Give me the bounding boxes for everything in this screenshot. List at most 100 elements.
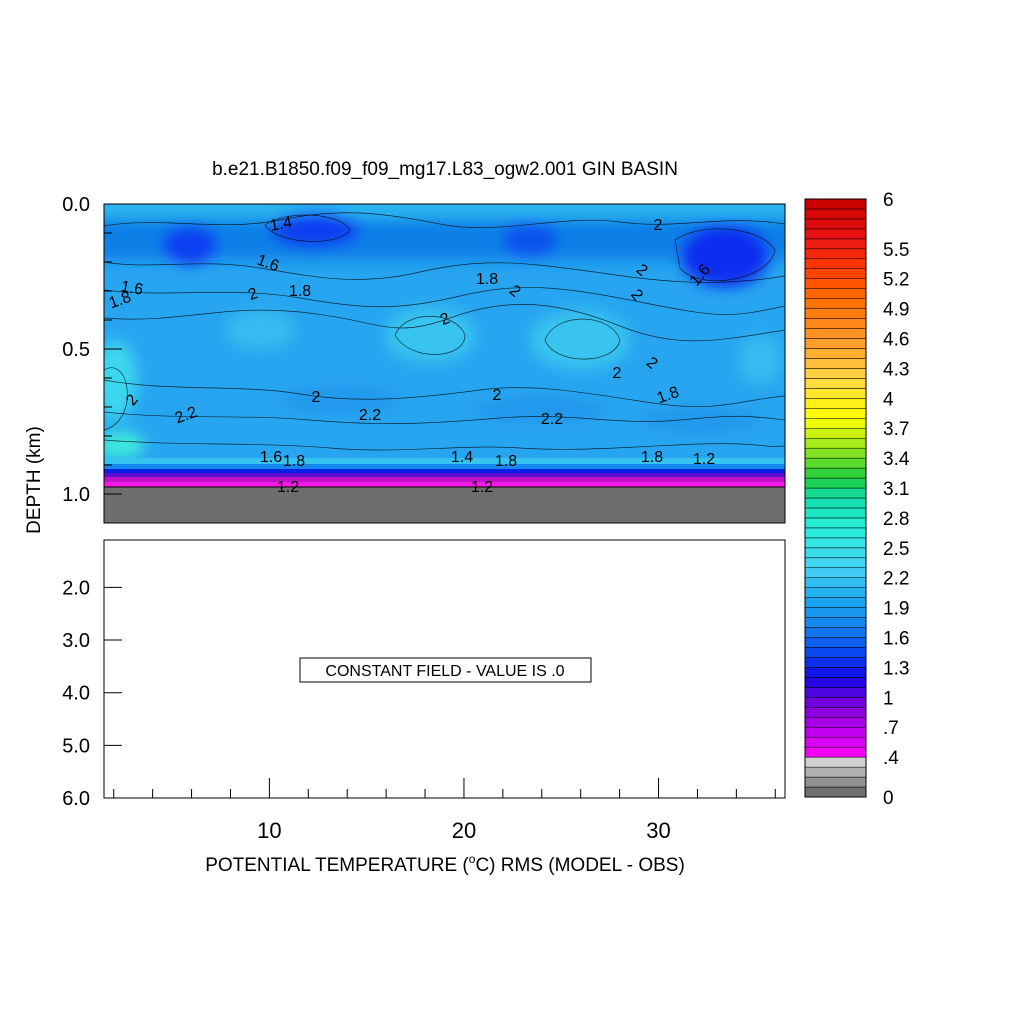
colorbar-box: [804, 358, 867, 369]
field-blob: [162, 225, 218, 265]
y-axis-label: DEPTH (km): [24, 426, 45, 534]
colorbar-box: [804, 726, 867, 738]
colorbar-box: [804, 517, 867, 529]
contour-label: 1.8: [289, 283, 311, 300]
contour-lines: [104, 212, 785, 451]
colorbar-box: [804, 218, 867, 230]
colorbar-box: [804, 637, 867, 648]
field-blob: [680, 223, 770, 287]
contour-label: 2: [654, 217, 663, 234]
colorbar-box: [804, 607, 867, 618]
colorbar-box: [804, 697, 867, 708]
field-band-shallow: [104, 215, 785, 260]
colorbar-box: [804, 627, 867, 638]
colorbar-box: [804, 238, 867, 250]
x-tick-label: 10: [257, 818, 281, 843]
lower-y-ticks: 2.0 3.0 4.0 5.0 6.0: [62, 577, 122, 810]
colorbar-label: 1: [883, 688, 894, 709]
x-axis-label: POTENTIAL TEMPERATURE (oC) RMS (MODEL - …: [205, 852, 685, 876]
contour-label: 1.8: [655, 384, 682, 408]
colorbar-box: [804, 707, 867, 718]
colorbar-box: [804, 368, 867, 379]
colorbar-frame: [804, 198, 867, 798]
colorbar-box: [804, 577, 867, 588]
colorbar-box: [804, 258, 867, 270]
contour-label: 1.8: [283, 453, 305, 470]
y-tick-label: 4.0: [62, 683, 90, 705]
colorbar-box: [804, 736, 867, 748]
contour-line: [104, 287, 785, 315]
colorbar-label: 1.6: [883, 629, 909, 650]
y-tick-label: 6.0: [62, 788, 90, 810]
colorbar-box: [804, 427, 867, 439]
lower-panel: CONSTANT FIELD - VALUE IS .0 2.0 3.0 4.0 5.…: [62, 539, 786, 843]
field-band-deep-6: [104, 482, 785, 487]
colorbar-label: 3.1: [883, 479, 909, 500]
colorbar-box: [804, 687, 867, 698]
colorbar-box: [804, 268, 867, 279]
colorbar-box: [804, 507, 867, 519]
field-blob: [225, 310, 295, 350]
contour-label: 1.6: [260, 449, 282, 466]
colorbar-label: 4.9: [883, 300, 909, 321]
y-tick-label: 5.0: [62, 735, 90, 757]
colorbar-box: [804, 746, 867, 758]
contour-label: 2: [493, 387, 502, 404]
colorbar-box: [804, 547, 867, 559]
colorbar-label: 2.5: [883, 539, 909, 560]
y-tick-label: 0.0: [62, 194, 90, 216]
colorbar-box: [804, 657, 867, 668]
colorbar-box: [804, 527, 867, 539]
contour-line: [104, 439, 785, 451]
chart-title: b.e21.B1850.f09_f09_mg17.L83_ogw2.001 GI…: [212, 159, 678, 180]
field-band-deep-5: [104, 477, 785, 482]
field-blob: [502, 222, 558, 258]
colorbar-box: [804, 537, 867, 549]
colorbar-box: [804, 278, 867, 289]
colorbar-box: [804, 487, 867, 499]
colorbar-label: 1.3: [883, 658, 909, 679]
contour-label: 2.2: [541, 411, 563, 428]
x-axis-ticks: 10 20 30: [113, 778, 776, 843]
colorbar-box: [804, 298, 867, 309]
contour-label: 1.4: [451, 449, 473, 466]
contour-label: 1.8: [476, 271, 498, 288]
upper-y-ticks: 0.0 0.5 1.0: [62, 194, 122, 506]
contour-line: [104, 261, 785, 283]
contour-label: 1.6: [254, 252, 281, 276]
field-blob: [280, 386, 400, 414]
x-tick-label: 30: [646, 818, 670, 843]
field-band-deep-1: [104, 458, 785, 464]
colorbar-label: 2.8: [883, 509, 909, 530]
colorbar-box: [804, 318, 867, 329]
y-tick-label: 0.5: [62, 339, 90, 361]
colorbar-box: [804, 497, 867, 509]
field-blob: [104, 431, 145, 459]
contour-label: 1.8: [641, 449, 663, 466]
colorbar-label: 1.9: [883, 599, 909, 620]
colorbar-box: [804, 667, 867, 678]
field-blob: [104, 340, 137, 420]
colorbar-box: [804, 198, 867, 210]
colorbar-box: [804, 677, 867, 688]
colorbar-box: [804, 567, 867, 578]
colorbar-label: 4: [883, 389, 894, 410]
field-blob: [470, 396, 610, 424]
colorbar-box: [804, 447, 867, 459]
colorbar-box: [804, 308, 867, 319]
contour-line: [394, 316, 466, 355]
colorbar-box: [804, 786, 867, 798]
colorbar-box: [804, 288, 867, 299]
colorbar-box: [804, 467, 867, 479]
ocean-floor: [104, 487, 785, 523]
colorbar-box: [804, 228, 867, 240]
colorbar-box: [804, 756, 867, 768]
colorbar-label: 5.5: [883, 240, 909, 261]
colorbar-box: [804, 408, 867, 419]
upper-frame: [103, 203, 786, 524]
colorbar-box: [804, 418, 867, 429]
colorbar-label: 2.2: [883, 569, 909, 590]
contour-label: 2: [312, 389, 321, 406]
colorbar-box: [804, 477, 867, 489]
colorbar-box: [804, 647, 867, 658]
